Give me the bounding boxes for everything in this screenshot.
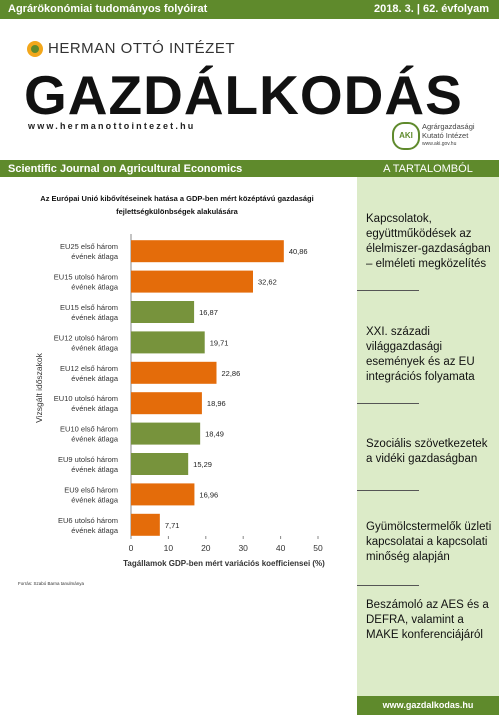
bar bbox=[131, 270, 253, 293]
y-tick-label: évének átlaga bbox=[71, 343, 119, 352]
x-tick-label: 0 bbox=[129, 543, 134, 553]
bar bbox=[131, 301, 195, 323]
bar bbox=[131, 361, 217, 384]
partner-line: Kutató Intézet bbox=[422, 131, 469, 140]
partner-logo: AKI bbox=[392, 122, 420, 150]
partner: Agrárgazdasági Kutató Intézet www.aki.go… bbox=[422, 122, 475, 149]
bar bbox=[131, 453, 189, 475]
y-tick-label: évének átlaga bbox=[71, 526, 119, 535]
y-tick-label: EU9 utolsó három bbox=[58, 455, 118, 464]
y-axis-label: Vizsgált időszakok bbox=[34, 352, 44, 423]
y-tick-label: EU12 utolsó három bbox=[54, 333, 118, 342]
value-label: 16,87 bbox=[199, 308, 218, 317]
y-tick-label: évének átlaga bbox=[71, 465, 119, 474]
partner-line: Agrárgazdasági bbox=[422, 122, 475, 131]
contents-item[interactable]: XXI. századi világgazdasági események és… bbox=[366, 326, 475, 383]
separator bbox=[357, 585, 419, 586]
publisher-logo bbox=[27, 41, 43, 57]
y-tick-label: évének átlaga bbox=[71, 313, 119, 322]
bar bbox=[131, 392, 202, 415]
journal-title: GAZDÁLKODÁS bbox=[24, 64, 463, 126]
separator bbox=[357, 403, 419, 404]
value-label: 18,96 bbox=[207, 399, 226, 408]
x-tick-label: 10 bbox=[164, 543, 174, 553]
y-tick-label: évének átlaga bbox=[71, 404, 119, 413]
value-label: 32,62 bbox=[258, 278, 277, 287]
value-label: 40,86 bbox=[289, 247, 308, 256]
separator bbox=[357, 290, 419, 291]
source: Forrás: Szabó Barna tanulmánya bbox=[18, 581, 85, 586]
y-tick-label: évének átlaga bbox=[71, 374, 119, 383]
x-axis-label: Tagállamok GDP-ben mért variációs koeffi… bbox=[123, 559, 325, 568]
separator bbox=[357, 490, 419, 491]
value-label: 16,96 bbox=[199, 490, 218, 499]
x-tick-label: 30 bbox=[238, 543, 248, 553]
contents-item[interactable]: Kapcsolatok, együttműködések az élelmisz… bbox=[366, 213, 491, 270]
y-tick-label: évének átlaga bbox=[71, 283, 119, 292]
value-label: 7,71 bbox=[165, 521, 180, 530]
value-label: 15,29 bbox=[193, 460, 212, 469]
tagline: Agrárökonómiai tudományos folyóirat bbox=[8, 3, 208, 15]
value-label: 19,71 bbox=[210, 338, 229, 347]
partner-line: www.aki.gov.hu bbox=[422, 141, 457, 147]
contents-item[interactable]: Gyümölcstermelők üzleti kapcsolatai a ka… bbox=[366, 521, 492, 563]
contents-panel bbox=[357, 177, 499, 715]
y-tick-label: EU10 első három bbox=[60, 425, 118, 434]
value-label: 18,49 bbox=[205, 430, 224, 439]
contents-item[interactable]: Szociális szövetkezetek a vidéki gazdasá… bbox=[366, 438, 488, 465]
x-tick-label: 40 bbox=[276, 543, 286, 553]
bar bbox=[131, 422, 201, 445]
subtitle-bar: Scientific Journal on Agricultural Econo… bbox=[0, 160, 499, 177]
footer-link[interactable]: www.gazdalkodas.hu bbox=[357, 696, 499, 715]
x-tick-label: 50 bbox=[313, 543, 323, 553]
y-tick-label: évének átlaga bbox=[71, 495, 119, 504]
y-tick-label: évének átlaga bbox=[71, 435, 119, 444]
y-tick-label: EU10 utolsó három bbox=[54, 394, 118, 403]
y-tick-label: EU12 első három bbox=[60, 364, 118, 373]
bar bbox=[131, 331, 205, 354]
chart: Vizsgált időszakok Tagállamok GDP-ben mé… bbox=[18, 234, 325, 586]
bar bbox=[131, 513, 160, 536]
y-tick-label: évének átlaga bbox=[71, 252, 119, 261]
y-tick-label: EU15 első három bbox=[60, 303, 118, 312]
value-label: 22,86 bbox=[221, 369, 240, 378]
y-tick-label: EU25 első három bbox=[60, 242, 118, 251]
y-tick-label: EU15 utolsó három bbox=[54, 273, 118, 282]
bar bbox=[131, 483, 195, 506]
bar bbox=[131, 240, 284, 263]
y-tick-label: EU6 utolsó három bbox=[58, 516, 118, 525]
top-bar: Agrárökonómiai tudományos folyóirat 2018… bbox=[0, 0, 499, 19]
publisher: HERMAN OTTÓ INTÉZET bbox=[48, 40, 235, 57]
subtitle: Scientific Journal on Agricultural Econo… bbox=[8, 163, 243, 175]
chart-title: Az Európai Unió kibővítéseinek hatása a … bbox=[40, 194, 314, 216]
y-tick-label: EU9 első három bbox=[64, 485, 118, 494]
issue: 2018. 3. | 62. évfolyam bbox=[374, 3, 489, 15]
contents-heading: A TARTALOMBÓL bbox=[383, 163, 473, 175]
website: www.hermanottointezet.hu bbox=[28, 121, 196, 131]
contents-item[interactable]: Beszámoló az AES és a DEFRA, valamint a … bbox=[366, 599, 489, 641]
x-tick-label: 20 bbox=[201, 543, 211, 553]
